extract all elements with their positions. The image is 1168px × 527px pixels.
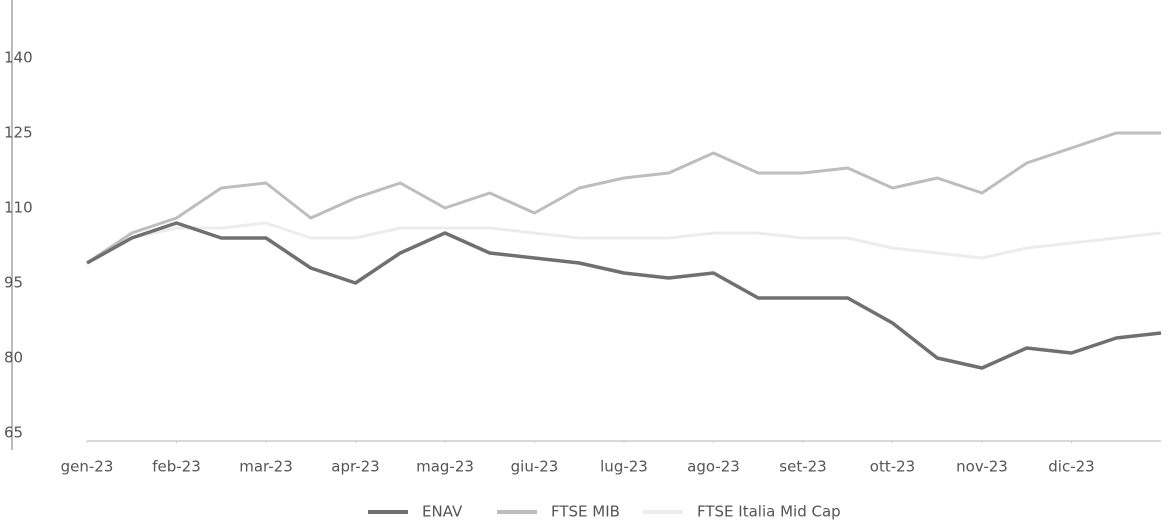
x-tick-label: ott-23	[870, 458, 915, 476]
x-tick-label: gen-23	[61, 458, 114, 476]
x-tick-label: lug-23	[600, 458, 648, 476]
legend-label: FTSE Italia Mid Cap	[697, 503, 841, 521]
legend-label: ENAV	[422, 503, 463, 521]
y-tick-label: 95	[4, 274, 23, 292]
y-tick-label: 80	[4, 349, 23, 367]
x-tick-label: set-23	[779, 458, 826, 476]
series-line	[86, 221, 1162, 265]
x-tick-label: mag-23	[416, 458, 474, 476]
series-line	[86, 131, 1161, 265]
x-tick-label: feb-23	[152, 458, 201, 476]
x-tick-label: dic-23	[1048, 458, 1094, 476]
y-tick-label: 125	[4, 124, 33, 142]
y-tick-label: 65	[4, 424, 23, 442]
y-tick-label: 140	[4, 49, 33, 67]
x-tick-label: giu-23	[511, 458, 559, 476]
legend-label: FTSE MIB	[551, 503, 620, 521]
x-tick-label: ago-23	[687, 458, 740, 476]
y-tick-label: 110	[4, 199, 33, 217]
x-tick-label: mar-23	[239, 458, 293, 476]
x-tick-label: nov-23	[956, 458, 1008, 476]
x-tick-label: apr-23	[331, 458, 379, 476]
series-line	[86, 221, 1162, 370]
